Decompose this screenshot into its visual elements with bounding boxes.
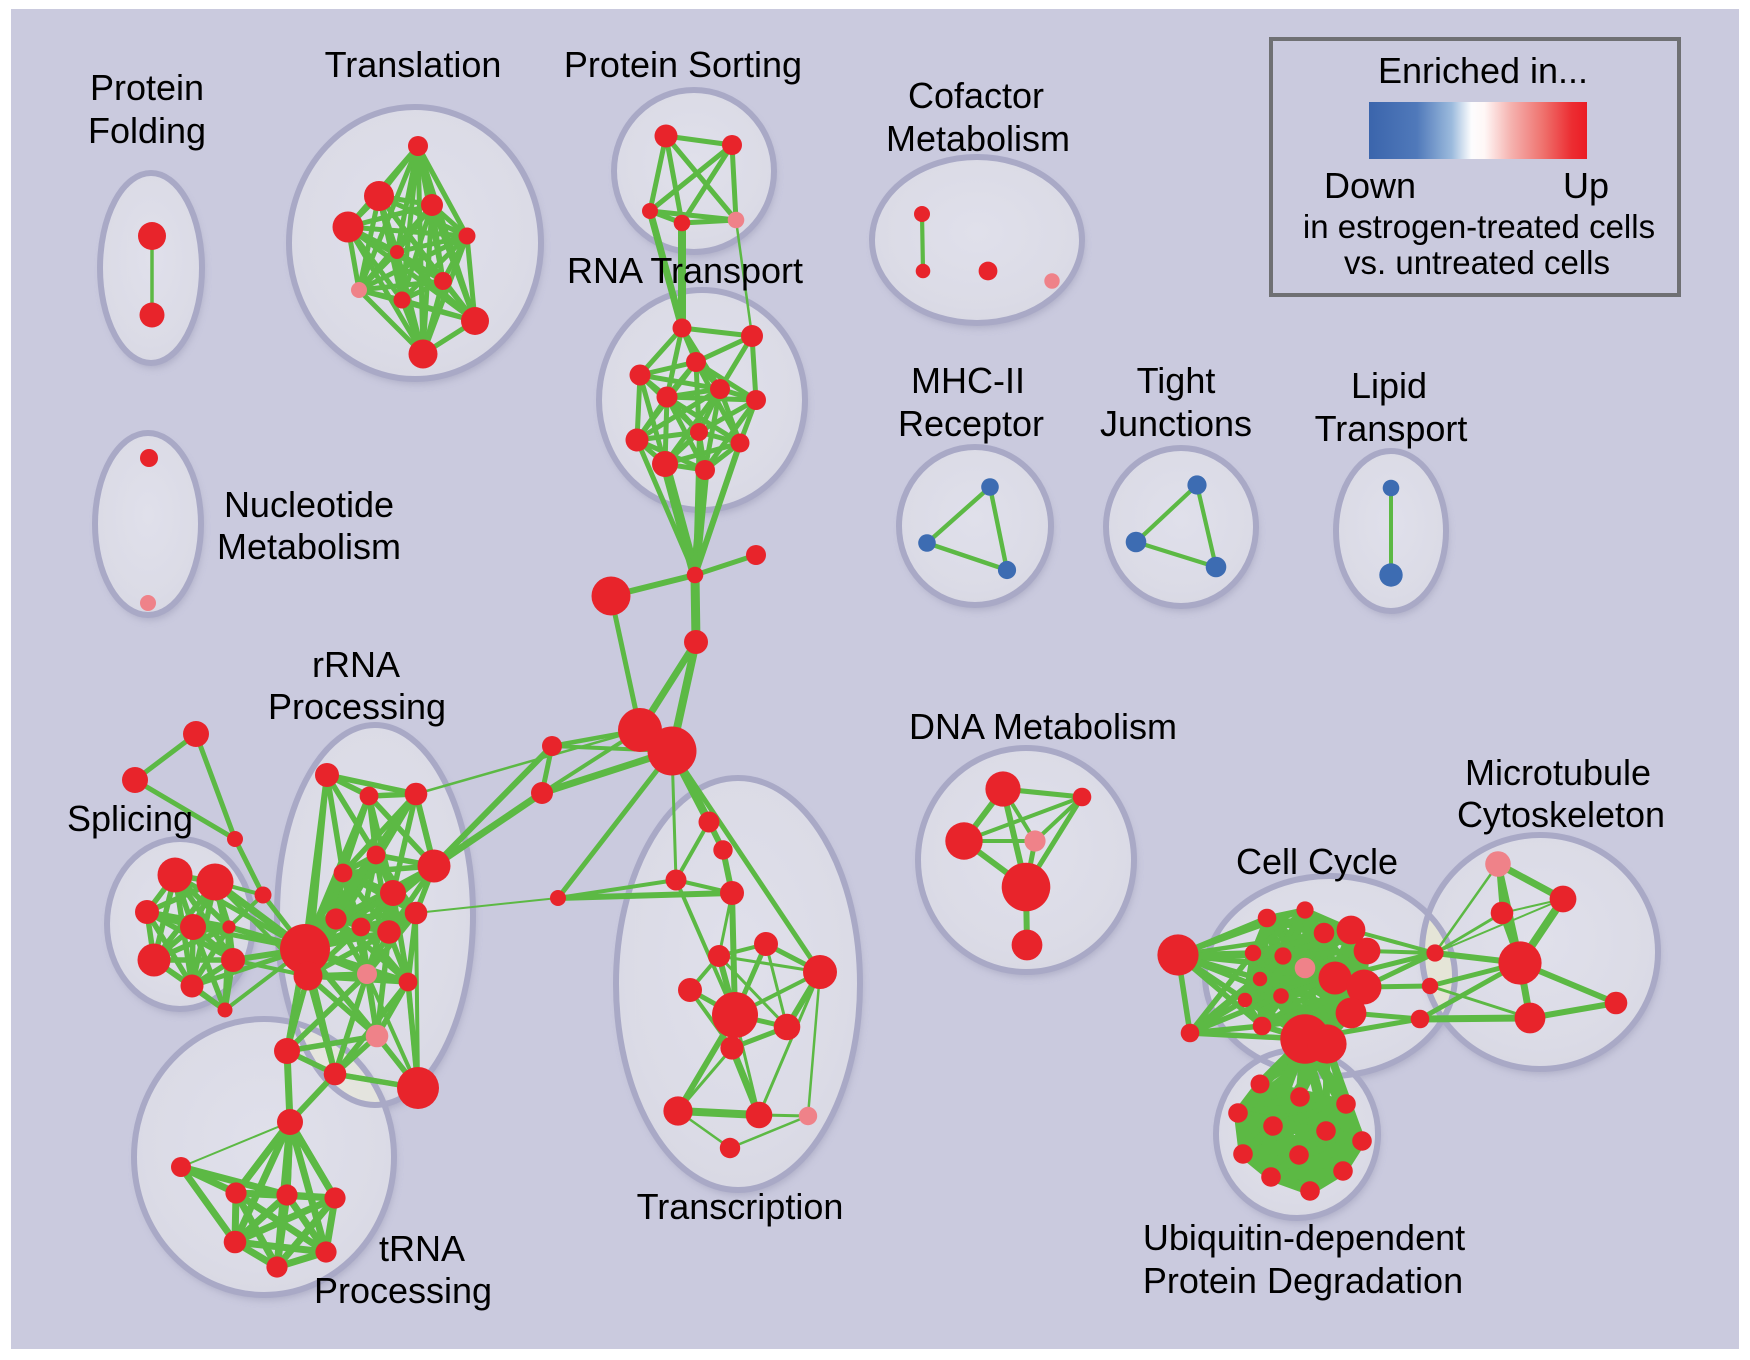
svg-text:Metabolism: Metabolism bbox=[886, 118, 1070, 159]
svg-text:DNA Metabolism: DNA Metabolism bbox=[909, 706, 1177, 747]
svg-text:Up: Up bbox=[1563, 165, 1609, 206]
svg-text:Transcription: Transcription bbox=[637, 1186, 844, 1227]
svg-text:MHC-II: MHC-II bbox=[911, 360, 1025, 401]
svg-text:in estrogen-treated cells: in estrogen-treated cells bbox=[1303, 208, 1655, 245]
svg-text:Protein Degradation: Protein Degradation bbox=[1143, 1260, 1463, 1301]
svg-text:vs. untreated cells: vs. untreated cells bbox=[1344, 244, 1610, 281]
svg-text:Ubiquitin-dependent: Ubiquitin-dependent bbox=[1143, 1217, 1465, 1258]
svg-text:Microtubule: Microtubule bbox=[1465, 752, 1651, 793]
svg-text:Transport: Transport bbox=[1315, 408, 1468, 449]
svg-text:Cell Cycle: Cell Cycle bbox=[1236, 841, 1398, 882]
svg-text:Receptor: Receptor bbox=[898, 403, 1044, 444]
svg-text:Protein: Protein bbox=[90, 67, 204, 108]
svg-text:Folding: Folding bbox=[88, 110, 206, 151]
svg-text:Cofactor: Cofactor bbox=[908, 75, 1044, 116]
svg-text:Tight: Tight bbox=[1137, 360, 1216, 401]
svg-text:Junctions: Junctions bbox=[1100, 403, 1252, 444]
svg-text:RNA Transport: RNA Transport bbox=[567, 250, 803, 291]
svg-text:Lipid: Lipid bbox=[1351, 365, 1427, 406]
svg-text:Down: Down bbox=[1324, 165, 1416, 206]
svg-text:Nucleotide: Nucleotide bbox=[224, 484, 394, 525]
svg-text:Splicing: Splicing bbox=[67, 798, 193, 839]
svg-text:Processing: Processing bbox=[314, 1270, 492, 1311]
svg-text:rRNA: rRNA bbox=[312, 644, 400, 685]
svg-text:Translation: Translation bbox=[325, 44, 502, 85]
svg-text:Enriched in...: Enriched in... bbox=[1378, 50, 1588, 91]
svg-text:Metabolism: Metabolism bbox=[217, 526, 401, 567]
svg-text:Protein Sorting: Protein Sorting bbox=[564, 44, 802, 85]
svg-text:Processing: Processing bbox=[268, 686, 446, 727]
svg-text:tRNA: tRNA bbox=[379, 1228, 465, 1269]
svg-text:Cytoskeleton: Cytoskeleton bbox=[1457, 794, 1665, 835]
